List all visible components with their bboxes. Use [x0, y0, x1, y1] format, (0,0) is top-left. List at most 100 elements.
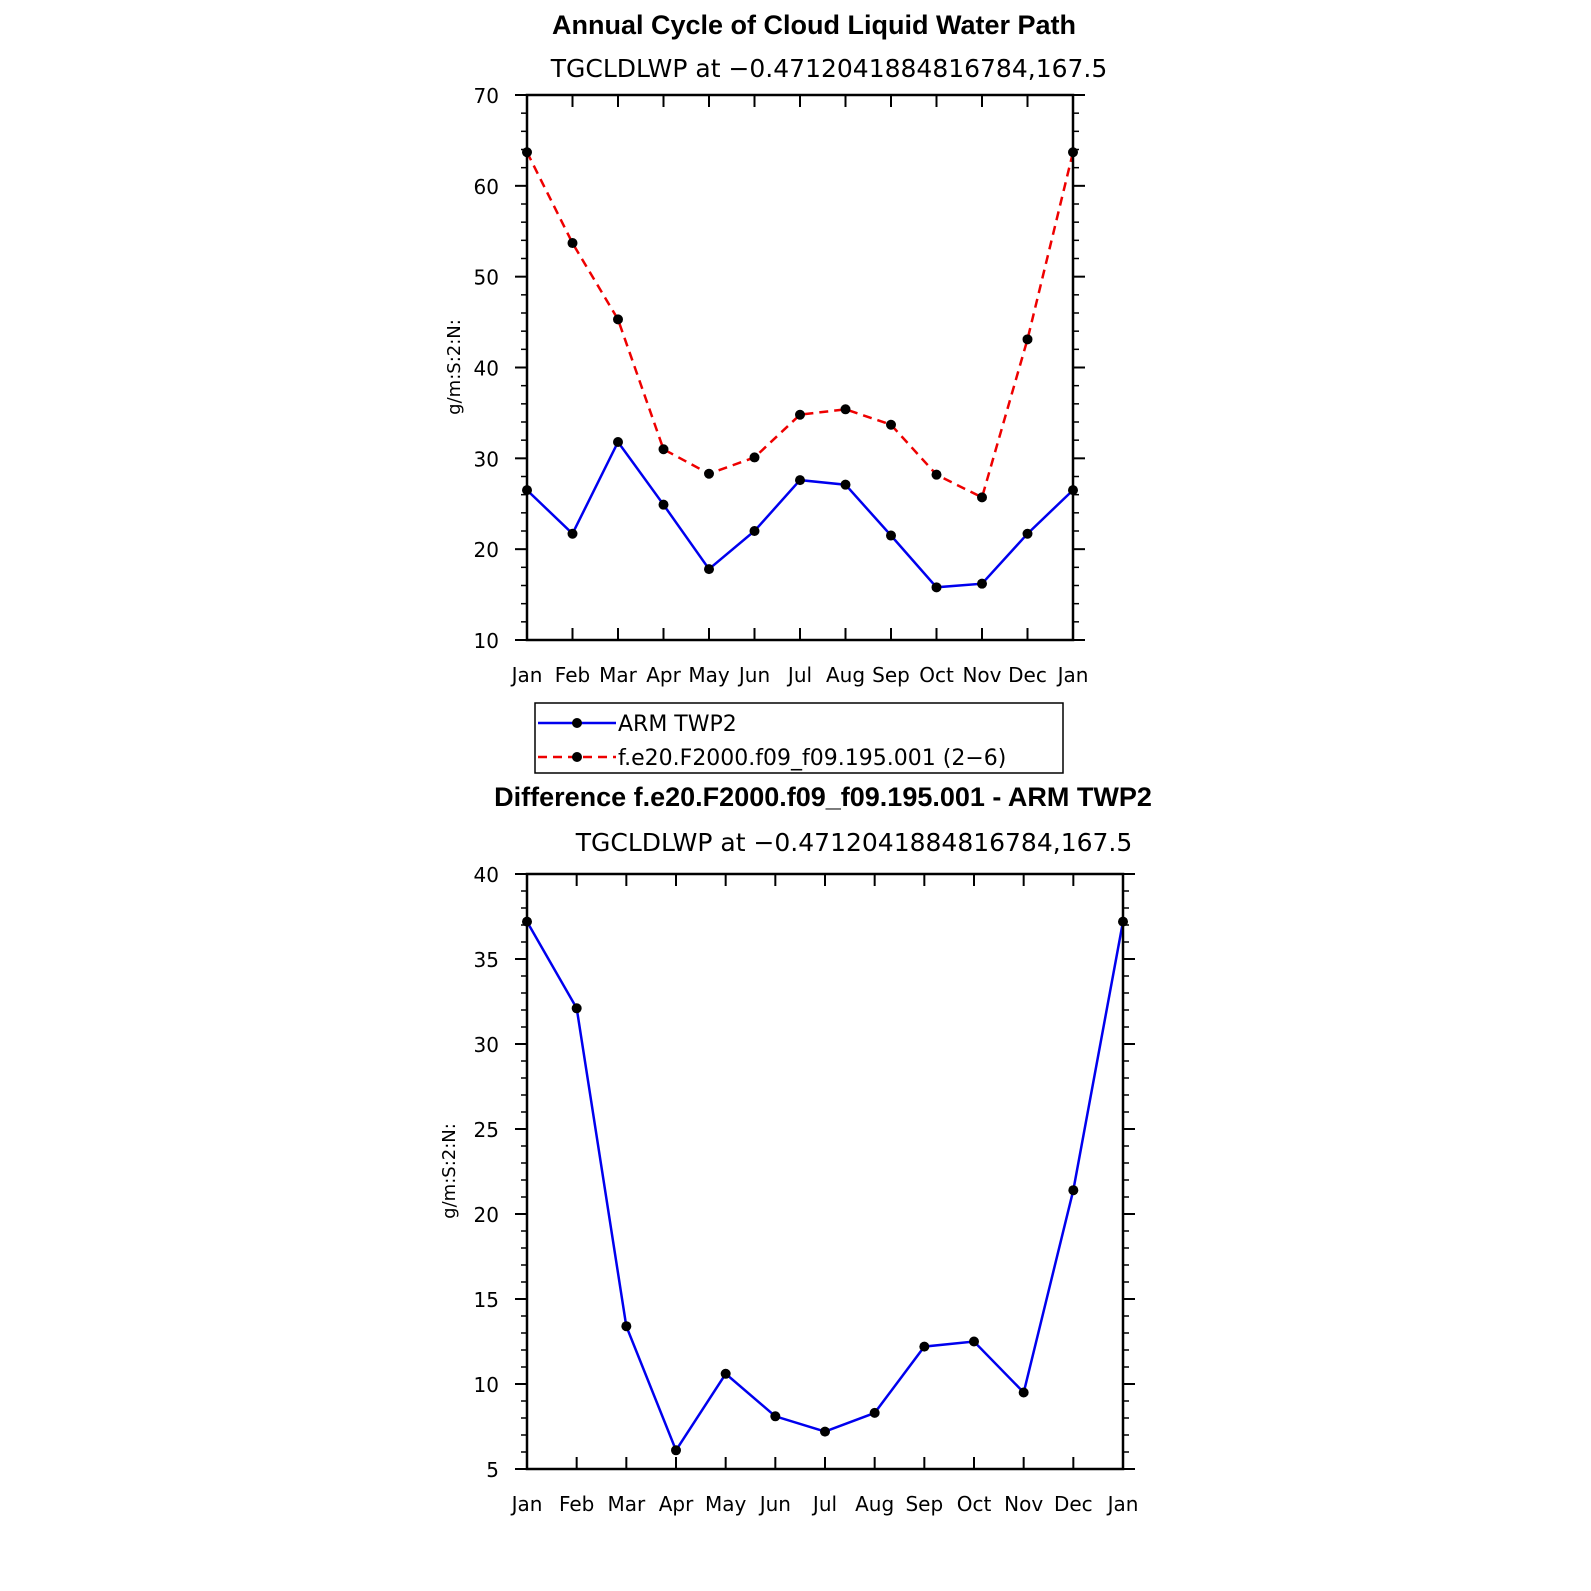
y-axis-label: g/m:S:2:N:: [439, 1123, 460, 1219]
series-line-0: [525, 920, 1125, 1454]
data-point: [820, 1426, 830, 1437]
data-point: [1018, 1387, 1029, 1398]
data-point: [571, 1003, 582, 1014]
chart-subtitle: TGCLDLWP at −0.4712041884816784,167.5: [575, 828, 1133, 857]
data-point: [658, 499, 669, 510]
x-tick-label: Dec: [1054, 1492, 1093, 1516]
y-tick-label: 10: [474, 1373, 499, 1397]
series-lines: [525, 151, 1075, 589]
legend: ARM TWP2 f.e20.F2000.f09_f09.195.001 (2−…: [534, 702, 1064, 774]
y-tick-label: 10: [474, 629, 499, 653]
data-point: [613, 314, 623, 325]
data-point: [613, 436, 623, 447]
legend-box: [534, 702, 1064, 774]
chart-title: Difference f.e20.F2000.f09_f09.195.001 -…: [494, 782, 1152, 812]
data-point: [840, 404, 851, 415]
y-tick-label: 50: [474, 266, 499, 290]
data-point: [977, 492, 987, 503]
y-tick-label: 30: [474, 1033, 499, 1057]
y-tick-label: 25: [474, 1118, 499, 1142]
data-point: [931, 469, 942, 480]
x-tick-label: Jul: [786, 663, 812, 687]
data-point: [704, 468, 714, 479]
data-point: [886, 530, 896, 541]
x-tick-label: Dec: [1008, 663, 1047, 687]
series-line-1: [525, 151, 1075, 500]
data-point: [969, 1336, 979, 1347]
y-tick-label: 5: [486, 1458, 499, 1482]
data-point: [1022, 528, 1033, 539]
data-point: [567, 238, 578, 249]
x-tick-label: May: [705, 1492, 747, 1516]
x-tick-labels: Jan Feb Mar Apr May Jun Jul Aug Sep Oct Nov Dec Jan: [510, 663, 1089, 687]
y-axis-label: g/m:S:2:N:: [444, 319, 465, 415]
y-tick-label: 40: [474, 863, 499, 887]
x-tick-label: Aug: [826, 663, 865, 687]
legend-label-arm: ARM TWP2: [618, 712, 737, 737]
difference-chart: Difference f.e20.F2000.f09_f09.195.001 -…: [439, 782, 1152, 1516]
x-tick-label: Mar: [607, 1492, 646, 1516]
x-tick-label: Jan: [1056, 663, 1089, 687]
y-tick-label: 30: [474, 447, 499, 471]
data-point: [886, 419, 896, 430]
data-point: [704, 564, 714, 575]
x-tick-label: Apr: [659, 1492, 694, 1516]
y-tick-label: 20: [474, 1203, 499, 1227]
series-lines: [525, 920, 1125, 1454]
y-tick-label: 60: [474, 175, 499, 199]
x-tick-label: Jun: [737, 663, 770, 687]
x-tick-label: Oct: [957, 1492, 992, 1516]
x-tick-label: Mar: [599, 663, 638, 687]
legend-marker-model: [572, 752, 582, 762]
axis-ticks: [515, 873, 1135, 1470]
data-point: [795, 409, 805, 420]
data-point: [658, 444, 669, 455]
chart-subtitle: TGCLDLWP at −0.4712041884816784,167.5: [550, 54, 1108, 83]
data-point: [977, 578, 987, 589]
legend-marker-arm: [572, 718, 582, 728]
x-tick-label: Jul: [811, 1492, 837, 1516]
y-tick-label: 40: [474, 357, 499, 381]
x-tick-label: Nov: [962, 663, 1001, 687]
x-tick-label: May: [688, 663, 730, 687]
data-point: [1068, 1185, 1079, 1196]
x-tick-label: Nov: [1004, 1492, 1043, 1516]
x-tick-label: Jan: [510, 1492, 543, 1516]
y-tick-labels: 5 10 15 20 25 30 35 40: [474, 863, 499, 1482]
data-point: [840, 479, 851, 490]
x-tick-label: Jan: [510, 663, 543, 687]
data-point: [869, 1407, 880, 1418]
x-tick-label: Feb: [555, 663, 590, 687]
data-point: [931, 582, 942, 593]
x-tick-label: Jan: [1106, 1492, 1139, 1516]
axis-ticks: [515, 94, 1085, 641]
y-tick-labels: 10 20 30 40 50 60 70: [474, 84, 499, 653]
y-tick-label: 35: [474, 948, 499, 972]
data-point: [567, 528, 578, 539]
data-point: [749, 526, 760, 536]
data-point: [795, 475, 805, 486]
series-markers: [522, 147, 1078, 593]
x-tick-label: Oct: [919, 663, 954, 687]
y-tick-label: 15: [474, 1288, 499, 1312]
series-markers: [522, 916, 1128, 1456]
legend-label-model: f.e20.F2000.f09_f09.195.001 (2−6): [618, 746, 1006, 771]
y-tick-label: 20: [474, 538, 499, 562]
x-tick-labels: Jan Feb Mar Apr May Jun Jul Aug Sep Oct Nov Dec Jan: [510, 1492, 1139, 1516]
data-point: [770, 1411, 781, 1422]
data-point: [720, 1368, 731, 1379]
data-point: [749, 452, 760, 463]
data-point: [671, 1445, 681, 1456]
data-point: [919, 1341, 930, 1352]
y-tick-label: 70: [474, 84, 499, 108]
x-tick-label: Feb: [559, 1492, 594, 1516]
x-tick-label: Jun: [758, 1492, 791, 1516]
x-tick-label: Sep: [872, 663, 910, 687]
x-tick-label: Apr: [646, 663, 681, 687]
x-tick-label: Aug: [855, 1492, 894, 1516]
x-tick-label: Sep: [905, 1492, 943, 1516]
chart-title: Annual Cycle of Cloud Liquid Water Path: [552, 10, 1076, 40]
plot-frame: [525, 93, 1075, 642]
data-point: [1022, 334, 1033, 345]
